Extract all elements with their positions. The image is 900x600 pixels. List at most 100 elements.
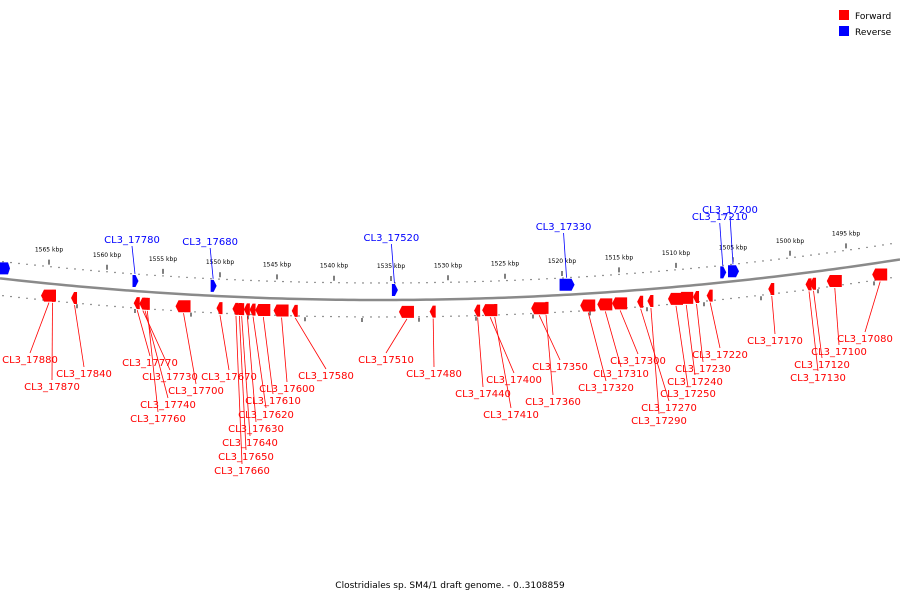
track-dot-lower (386, 316, 388, 318)
track-dot-upper (386, 282, 388, 284)
track-dot-upper (738, 263, 740, 265)
track-dot-upper (546, 278, 548, 280)
track-dot-upper (234, 279, 236, 281)
gene-cl3-17480-leader (432, 318, 435, 368)
track-dot-upper (594, 275, 596, 277)
track-dot-upper (770, 259, 772, 261)
gene-cl3-17520-leader (391, 243, 395, 283)
gene-cl3-17200-leader (729, 215, 734, 265)
track-dot-upper (690, 267, 692, 270)
track-dot-upper (346, 282, 348, 284)
legend-swatch-forward (839, 10, 849, 20)
track-dot-lower (738, 297, 740, 299)
gene-cl3-17620-arrow (249, 303, 256, 316)
gene-label-cl3-17400: CL3_17400 (486, 375, 542, 386)
gene-cl3-17630-arrow (243, 303, 250, 316)
tick-label-1500: 1500 kbp (776, 238, 804, 245)
gene-cl3-17760-arrow (143, 297, 150, 310)
track-dot-upper (554, 277, 556, 280)
tick-label-1505: 1505 kbp (719, 244, 747, 251)
track-dot-upper (18, 262, 20, 265)
gene-cl3-17840-arrow (71, 292, 78, 305)
gene-cl3-17660-leader (235, 315, 243, 465)
gene-label-cl3-17240: CL3_17240 (667, 377, 723, 388)
gene-cl3-17080-arrow (872, 268, 888, 281)
gene-cl3-17250-arrow (668, 292, 683, 305)
track-dot-lower (250, 313, 252, 316)
gene-cl3-17580-arrow (291, 304, 298, 317)
track-dot-upper (778, 258, 780, 260)
gene-label-cl3-17230: CL3_17230 (675, 364, 731, 375)
legend: Forward Reverse (839, 10, 892, 38)
gene-cl3-17360-arrow (542, 301, 549, 314)
track-dot-upper (250, 279, 252, 282)
track-dot-upper (818, 253, 820, 255)
track-dot-upper (106, 271, 108, 273)
track-dot-upper (666, 269, 668, 272)
gene-cl3-17630-leader (246, 316, 257, 423)
gene-label-cl3-17510: CL3_17510 (358, 355, 414, 366)
gene-cl3-17330-leader (563, 232, 567, 278)
track-dot-lower (314, 315, 316, 318)
gene-label-cl3-17270: CL3_17270 (641, 403, 697, 414)
track-dot-upper (290, 281, 292, 283)
track-dot-lower (762, 294, 764, 296)
track-dot-lower (554, 311, 556, 314)
gene-cl3-17120-arrow (810, 277, 817, 290)
track-dot-upper (498, 280, 500, 282)
track-dot-lower (82, 303, 84, 305)
gene-cl3-17840-leader (74, 304, 85, 368)
track-dot-lower (370, 316, 372, 318)
track-dot-upper (490, 280, 492, 282)
track-dot-upper (882, 244, 884, 246)
track-dot-lower (850, 283, 852, 285)
gene-label-cl3-17440: CL3_17440 (455, 389, 511, 400)
track-dot-lower (826, 286, 828, 288)
track-dot-upper (450, 281, 452, 283)
track-dot-lower (98, 304, 100, 306)
track-dot-upper (762, 260, 764, 262)
gene-label-layer: CL3_17780 CL3_17680 CL3_17520 CL3_17330 CL3_… (2, 205, 893, 477)
gene-cl3-17350-leader (538, 315, 561, 361)
tick-label-1495: 1495 kbp (832, 230, 860, 237)
track-dot-upper (730, 263, 732, 266)
gene-label-cl3-17410: CL3_17410 (483, 410, 539, 421)
kbp-ticks: 1565 kbp 1560 kbp 1555 kbp 1550 kbp 1545 kbp… (35, 230, 875, 322)
track-dot-upper (258, 280, 260, 282)
track-dot-upper (58, 266, 60, 269)
track-dot-lower (722, 298, 724, 301)
track-dot-upper (122, 272, 124, 274)
track-dot-lower (418, 316, 420, 318)
gene-cl3-17240-leader (685, 304, 696, 376)
track-dot-upper (458, 281, 460, 283)
track-dot-upper (370, 282, 372, 284)
track-dot-upper (146, 274, 148, 276)
tick-label-1540: 1540 kbp (320, 263, 348, 270)
gene-label-cl3-17610: CL3_17610 (245, 396, 301, 407)
track-dot-upper (658, 270, 660, 272)
track-dot-upper (242, 279, 244, 281)
track-dot-upper (674, 269, 676, 271)
gene-label-cl3-17330: CL3_17330 (536, 222, 592, 233)
track-dot-lower (18, 296, 20, 299)
track-dot-lower (154, 308, 156, 311)
track-dot-upper (202, 277, 204, 279)
track-dot-lower (170, 309, 172, 312)
track-dot-upper (218, 278, 220, 280)
track-dot-upper (378, 282, 380, 284)
gene-cl3-17520-arrow (391, 283, 398, 296)
track-dot-lower (754, 295, 756, 297)
track-dot-upper (562, 277, 564, 279)
track-dot-lower (426, 316, 428, 318)
gene-cl3-17220-arrow (706, 289, 713, 302)
track-dot-upper (642, 271, 644, 274)
track-dot-lower (466, 315, 468, 317)
track-dot-upper (706, 266, 708, 268)
tick-label-1565: 1565 kbp (35, 247, 63, 254)
track-dot-upper (194, 277, 196, 279)
track-dot-upper (34, 264, 36, 266)
track-dot-lower (90, 303, 92, 306)
track-dot-lower (442, 315, 444, 318)
gene-label-cl3-17640: CL3_17640 (222, 438, 278, 449)
